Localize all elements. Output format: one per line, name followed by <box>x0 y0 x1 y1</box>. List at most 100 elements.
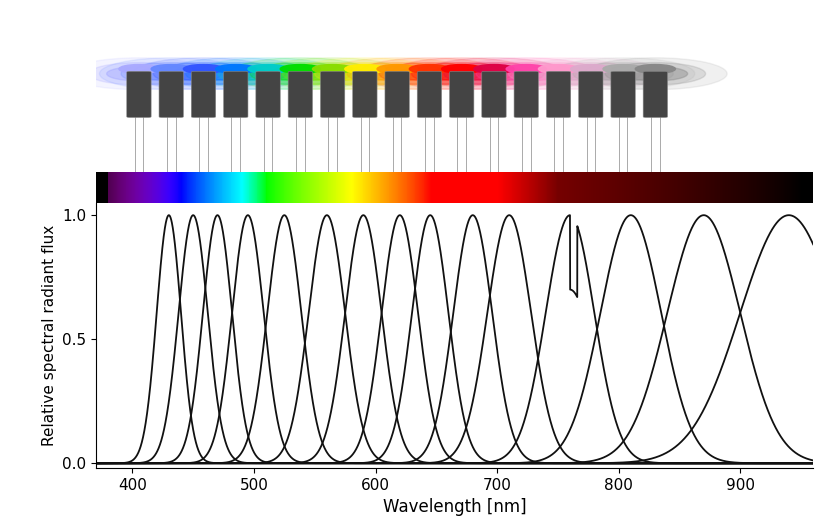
Bar <box>166 172 167 203</box>
Bar <box>234 172 235 203</box>
Bar <box>633 172 634 203</box>
Bar <box>741 172 742 203</box>
FancyBboxPatch shape <box>514 71 539 117</box>
Bar <box>514 172 515 203</box>
Bar <box>694 172 695 203</box>
Bar <box>179 172 180 203</box>
Bar <box>366 172 367 203</box>
Bar <box>336 172 338 203</box>
Bar <box>583 172 585 203</box>
Bar <box>240 172 241 203</box>
Bar <box>732 172 733 203</box>
Bar <box>603 172 604 203</box>
Bar <box>305 172 306 203</box>
Bar <box>717 172 718 203</box>
Bar <box>635 172 636 203</box>
Bar <box>541 172 542 203</box>
Bar <box>381 172 382 203</box>
Bar <box>510 172 511 203</box>
Bar <box>540 172 541 203</box>
Bar <box>341 172 342 203</box>
Bar <box>167 172 168 203</box>
Bar <box>199 172 200 203</box>
Bar <box>287 172 288 203</box>
Bar <box>213 172 214 203</box>
Bar <box>235 172 236 203</box>
Bar <box>458 172 459 203</box>
Bar <box>390 172 391 203</box>
FancyBboxPatch shape <box>320 71 344 117</box>
Bar <box>552 172 553 203</box>
Bar <box>650 172 651 203</box>
Bar <box>263 172 264 203</box>
FancyBboxPatch shape <box>127 71 151 117</box>
Bar <box>162 172 163 203</box>
Bar <box>752 172 753 203</box>
Bar <box>172 172 173 203</box>
Bar <box>201 172 202 203</box>
Circle shape <box>364 67 430 81</box>
Bar <box>270 172 271 203</box>
Bar <box>746 172 747 203</box>
Bar <box>174 172 175 203</box>
Bar <box>363 172 364 203</box>
Bar <box>639 172 640 203</box>
Bar <box>227 172 228 203</box>
Bar <box>677 172 679 203</box>
Bar <box>175 172 176 203</box>
Bar <box>419 172 420 203</box>
Bar <box>660 172 661 203</box>
Bar <box>546 172 547 203</box>
Circle shape <box>151 65 191 74</box>
Circle shape <box>623 67 687 81</box>
Bar <box>295 172 296 203</box>
FancyBboxPatch shape <box>546 71 570 117</box>
Bar <box>808 172 809 203</box>
Bar <box>710 172 711 203</box>
Bar <box>763 172 764 203</box>
Bar <box>169 172 170 203</box>
Bar <box>303 172 304 203</box>
Circle shape <box>409 65 450 74</box>
Bar <box>535 172 536 203</box>
Bar <box>420 172 421 203</box>
Bar <box>274 172 275 203</box>
Bar <box>623 172 624 203</box>
Bar <box>516 172 517 203</box>
Bar <box>575 172 576 203</box>
Bar <box>253 172 254 203</box>
Bar <box>521 172 522 203</box>
Bar <box>591 172 592 203</box>
Bar <box>593 172 594 203</box>
Bar <box>121 172 122 203</box>
Bar <box>638 172 639 203</box>
Bar <box>550 172 551 203</box>
Bar <box>343 172 344 203</box>
Bar <box>558 172 559 203</box>
Circle shape <box>603 65 643 74</box>
Bar <box>490 172 491 203</box>
Bar <box>314 172 315 203</box>
Bar <box>205 172 206 203</box>
Bar <box>171 172 172 203</box>
Circle shape <box>539 65 579 74</box>
Bar <box>708 172 709 203</box>
Bar <box>135 172 136 203</box>
Bar <box>454 172 455 203</box>
Bar <box>641 172 642 203</box>
Bar <box>560 172 561 203</box>
Bar <box>364 172 365 203</box>
Bar <box>265 172 267 203</box>
Bar <box>394 172 395 203</box>
Bar <box>571 172 573 203</box>
Bar <box>362 172 363 203</box>
Bar <box>245 172 246 203</box>
Bar <box>648 172 649 203</box>
Bar <box>224 172 225 203</box>
Bar <box>158 172 159 203</box>
Bar <box>651 172 652 203</box>
Bar <box>609 172 610 203</box>
Bar <box>614 172 615 203</box>
Bar <box>304 172 305 203</box>
Bar <box>616 172 617 203</box>
